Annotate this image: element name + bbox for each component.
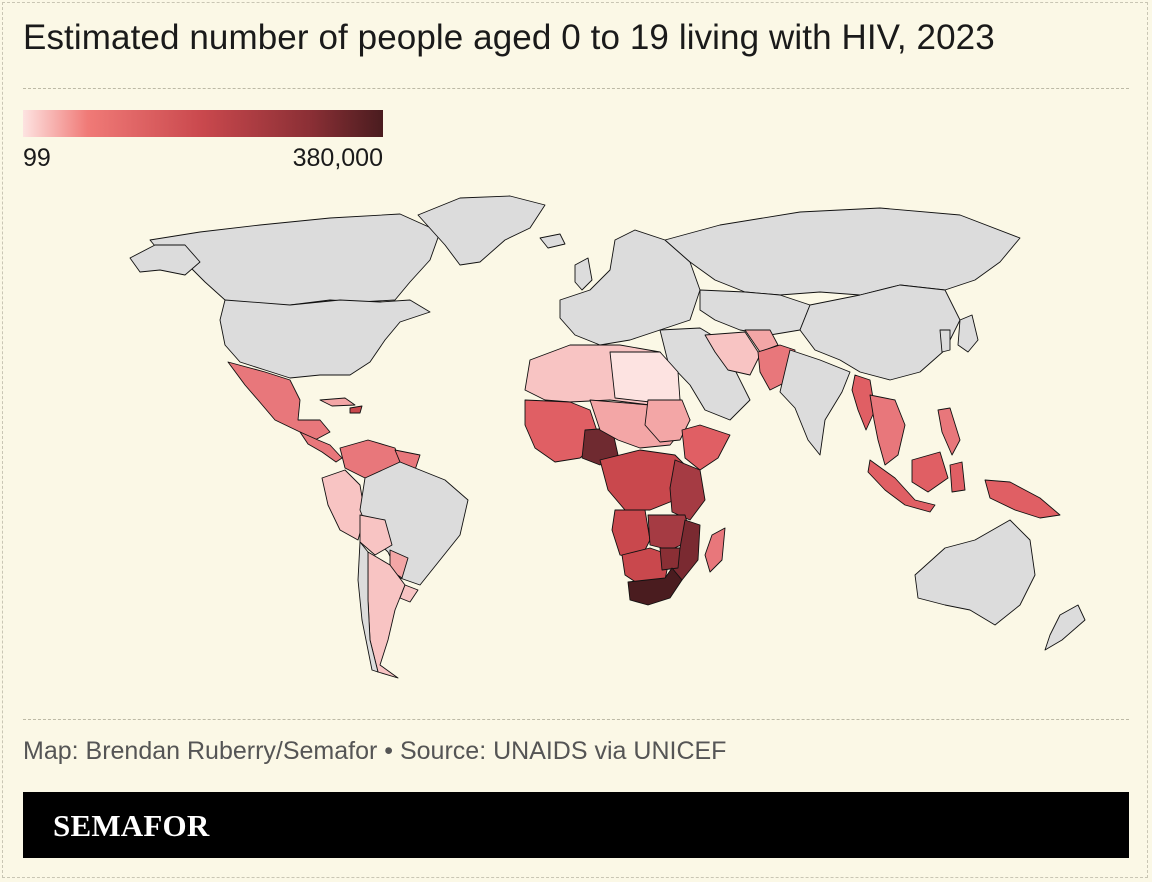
region-cuba <box>319 397 356 407</box>
region-papua <box>984 479 1061 519</box>
region-west-africa <box>524 399 601 463</box>
region-kazakhstan-central-asia <box>699 289 811 336</box>
region-mexico <box>227 361 331 441</box>
world-map <box>129 195 1086 679</box>
legend-max-label: 380,000 <box>292 144 383 172</box>
region-chile <box>357 541 379 673</box>
region-afghanistan <box>744 329 779 353</box>
title-divider <box>23 88 1129 89</box>
color-scale-legend <box>23 110 383 137</box>
region-japan <box>957 314 979 353</box>
region-ecuador-peru <box>321 469 366 541</box>
region-myanmar <box>851 374 876 431</box>
region-uk <box>574 257 593 291</box>
region-australia <box>914 519 1036 626</box>
region-philippines <box>937 407 961 456</box>
region-haiti <box>349 405 363 414</box>
region-east-africa <box>669 459 706 521</box>
region-south-africa <box>627 567 683 606</box>
region-india <box>779 349 851 456</box>
region-ethiopia-horn <box>681 424 731 471</box>
brand-footer: SEMAFOR <box>23 792 1129 858</box>
region-madagascar <box>704 527 726 573</box>
region-canada <box>149 213 441 311</box>
region-central-america <box>299 431 343 463</box>
region-bolivia <box>359 514 393 556</box>
region-iceland <box>539 233 566 249</box>
region-borneo <box>911 451 949 493</box>
region-sulawesi <box>949 461 966 493</box>
region-uruguay <box>399 584 419 603</box>
region-alaska <box>129 244 201 276</box>
region-china-mongolia <box>799 284 961 381</box>
region-iran <box>704 331 761 376</box>
region-russia <box>664 207 1021 296</box>
region-korea <box>939 329 951 353</box>
semafor-logo: SEMAFOR <box>53 808 210 843</box>
region-zimbabwe <box>659 547 681 571</box>
region-greenland <box>417 195 546 266</box>
legend-min-label: 99 <box>23 144 51 172</box>
region-sudan <box>644 399 691 443</box>
region-indonesia-west <box>867 459 936 513</box>
region-middle-east <box>659 327 751 421</box>
chart-title: Estimated number of people aged 0 to 19 … <box>23 18 995 57</box>
region-usa <box>219 299 431 379</box>
region-new-zealand <box>1044 604 1086 651</box>
region-southeast-asia <box>869 394 906 466</box>
source-divider <box>23 719 1129 720</box>
source-credit: Map: Brendan Ruberry/Semafor • Source: U… <box>23 737 727 765</box>
